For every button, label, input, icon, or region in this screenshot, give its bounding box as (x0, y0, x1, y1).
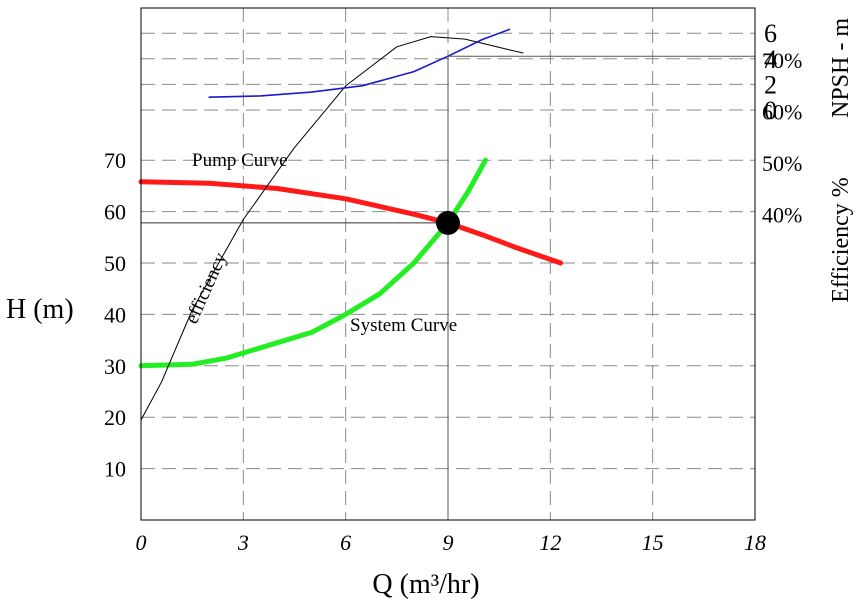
npsh-tick-label: 0 (764, 96, 777, 125)
head-tick-label: 70 (104, 148, 126, 173)
plot-border (140, 7, 756, 521)
head-tick-label: 10 (104, 457, 126, 482)
efficiency-tick-label: 40% (762, 202, 802, 227)
head-tick-label: 40 (104, 302, 126, 327)
pump-curve-annotation: Pump Curve (192, 150, 288, 171)
efficiency-tick-label: 70% (762, 48, 802, 73)
x-tick-label: 18 (744, 530, 766, 555)
npsh-tick-label: 6 (764, 19, 777, 48)
x-tick-label: 3 (237, 530, 249, 555)
efficiency-annotation: efficiency (181, 249, 231, 327)
series-layer (138, 28, 564, 421)
npsh-tick-label: 2 (764, 70, 777, 99)
operating-point-marker (436, 210, 460, 235)
npsh-axis-label: NPSH - m (828, 18, 854, 118)
x-tick-label: 15 (642, 530, 664, 555)
x-tick-label: 9 (443, 530, 454, 555)
efficiency-tick-label: 50% (762, 151, 802, 176)
series-line-system-curve (138, 157, 488, 369)
x-tick-label: 0 (136, 530, 147, 555)
head-tick-label: 50 (104, 251, 126, 276)
labels-layer: Q (m³/hr) H (m) Efficiency % NPSH - m Pu… (6, 18, 854, 600)
x-tick-label: 12 (539, 530, 561, 555)
plot-frame (140, 7, 756, 521)
head-tick-label: 20 (104, 405, 126, 430)
system-curve-annotation: System Curve (350, 315, 457, 336)
series-line-npsh (208, 28, 511, 98)
y-axis-label: H (m) (6, 294, 74, 325)
x-axis-label: Q (m³/hr) (372, 569, 479, 600)
x-tick-label: 6 (340, 530, 351, 555)
head-tick-label: 30 (104, 354, 126, 379)
head-tick-label: 60 (104, 200, 126, 225)
efficiency-axis-label: Efficiency % (828, 177, 854, 303)
series-line-pump-curve (138, 179, 564, 266)
npsh-tick-label: 4 (764, 45, 777, 74)
efficiency-tick-label: 60% (762, 100, 802, 125)
